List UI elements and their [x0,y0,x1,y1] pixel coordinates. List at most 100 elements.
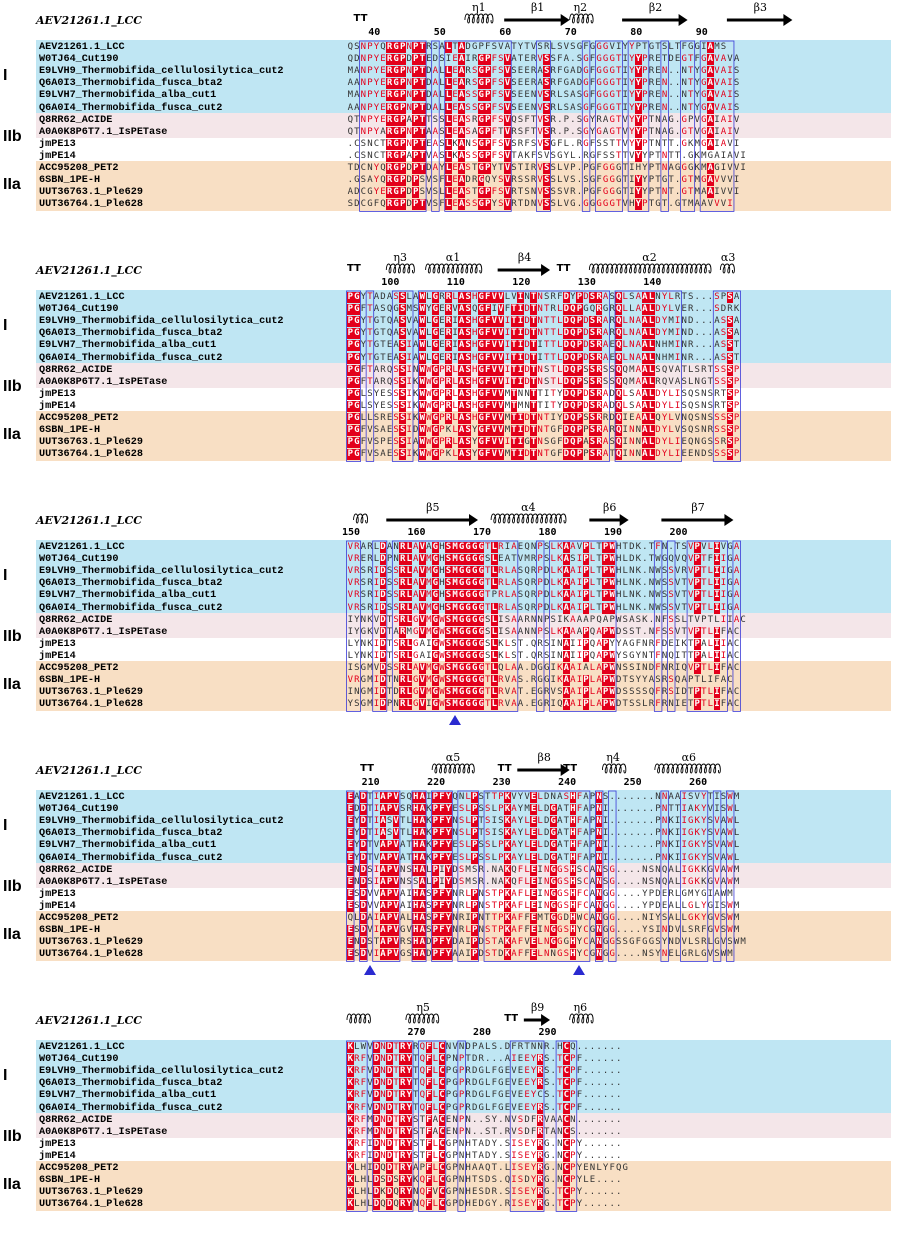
sequence-name: A0A0K8P6T7.1_IsPETase [39,1126,168,1138]
reference-label: AEV21261.1_LCC [36,514,142,527]
sequence-row: AANPYERGPNPTDALLEARSGPFSVSEERASRFGADGFGG… [347,78,740,90]
secondary-structure-label: η3 [393,251,407,264]
sequence-name: Q6A0I3_Thermobifida_fusca_bta2 [39,78,223,90]
sequence-name: Q8RR62_ACIDE [39,1114,113,1126]
sequence-row: PGLLSRESSIKWWGPRLASHGFVVMTIDTNTIYDQPSSRR… [347,413,740,424]
sequence-name: ACC95208_PET2 [39,163,119,174]
sequence-row: PGLSYESSSIKWWGPRLASHGFVVMTNNTTITYDQPDSRA… [347,388,740,400]
secondary-structure-label: β2 [648,1,663,14]
sequence-name: jmPE14 [39,650,76,662]
residue-number: 110 [446,277,465,288]
sequence-row: VRERLDPNRLAVMGHSMGGGGSLEATVMRPSLKASIPLTP… [347,554,740,566]
sequence-row: LYNKIDTSRLGAIGWSMGGGGSLKLST.QRSINAIIPQAP… [347,638,740,650]
sequence-row: PGYTADASSLAWLGRRLASHGFVVLVINTNSRFDYPDSRA… [347,292,740,303]
secondary-structure-label: α2 [642,251,657,264]
residue-number: 260 [689,777,708,788]
sequence-name: A0A0K8P6T7.1_IsPETase [39,876,168,888]
residue-number: 290 [538,1027,557,1038]
sequence-name: AEV21261.1_LCC [39,292,125,303]
group-label: IIb [3,1127,22,1145]
secondary-structure-track [431,763,721,776]
sequence-name: W0TJ64_Cut190 [39,804,119,816]
sequence-name: E9LVH9_Thermobifida_cellulosilytica_cut2 [39,66,284,78]
secondary-structure-label: η5 [416,1001,430,1014]
sequence-name: 6SBN_1PE-H [39,175,101,187]
sequence-row: EYDTIASVTLHAKPFYNSLPTSISKAYLELDGATHFAPNI… [347,816,740,828]
residue-number: 180 [538,527,557,538]
secondary-structure-label: β9 [530,1001,545,1014]
helix-coil [353,513,369,524]
helix-coil [425,263,483,274]
sequence-row: MANPYERGPNPTDALLEARSGPFSVSEERASRFGADGFGG… [347,66,740,78]
sequence-row: ADCGYERGPDPSVSLLEASTGPFSVRTSNVSSSVR.PGFG… [347,187,740,199]
sequence-row: .CSNCTRGPNPTEASLKANSGPFSVSRFSVSGFL.RGFSS… [347,138,740,150]
residue-number: 200 [669,527,688,538]
sequence-row: IYGKVDTARMGVMGWSMGGGGSLISAANNPSLKAAAPQAP… [347,626,740,638]
sequence-row: KRFVDNDTRYTQFLCPGPRDGLFGEVEEYCS.TCPF....… [347,1090,622,1102]
helix-coil [569,1013,594,1024]
residue-number: 90 [695,27,708,38]
secondary-structure-track [353,513,734,526]
sequence-row: ESDVVAPVAIHASPFYNRLPNSTPKAFLEINGGSHFCANG… [347,888,733,900]
group-label: I [3,817,8,835]
sequence-row: ESDVVAPVAIHASPFYNRLPNSTPKAFLEINGGSHFCANG… [347,900,740,912]
residue-number: 280 [473,1027,492,1038]
secondary-structure-label: α1 [445,251,461,264]
group-label: IIb [3,877,22,895]
sequence-name: UUT36763.1_Ple629 [39,937,143,949]
sequence-row: EYDTVAPVATHAKPFYESLPSSLPKAYLELDGATHFAPNI… [347,852,740,864]
sequence-name: Q8RR62_ACIDE [39,614,113,626]
sequence-name: jmPE13 [39,888,76,900]
secondary-structure-label: β7 [691,501,705,514]
sequence-row: QTNPYARGPNPTAASLEASAGPFTVRSFTVSR.P.SGYGA… [347,126,740,138]
sequence-name: AEV21261.1_LCC [39,42,125,53]
helix-coil [385,263,415,274]
sequence-name: Q6A0I4_Thermobifida_fusca_cut2 [39,102,223,114]
sequence-row: KRFVDNDTRYTQFLCPGPRDGLFGEVEEYRS.TCPF....… [347,1102,622,1114]
residue-number: 150 [342,527,361,538]
sequence-name: E9LVH7_Thermobifida_alba_cut1 [39,590,217,602]
secondary-structure-label: η6 [573,1001,588,1014]
secondary-structure-label: α5 [445,751,461,764]
sequence-name: Q6A0I3_Thermobifida_fusca_bta2 [39,578,223,590]
group-label: IIa [3,676,21,694]
sequence-name: 6SBN_1PE-H [39,925,101,937]
sequence-row: VRSRIDSSRLAVMGHSMGGGGTLRLASQRPDLKAAIPLTP… [347,566,740,578]
sequence-row: KRFMDNDTRYSTFACENPN..SY.NVSDFRVAACN.....… [347,1114,622,1126]
sequence-row: PGYTGTEASIAWLGERIASHGFVVITIDTITTLDQPDSRA… [347,352,740,364]
catalytic-triad-marker [448,715,461,726]
sequence-row: VRSRIDSSRLAVMGHSMGGGGTPRLASQRPDLKAAIPLTP… [347,590,740,602]
sequence-row: KRFIDNDTRYSTFLCGPNHTADY.SISEYRG.NCPY....… [347,1150,622,1162]
sequence-name: UUT36764.1_Ple628 [39,949,143,961]
sequence-row: VRSRIDSSRLAVMGHSMGGGGTLRLASQRPDLKAAIPLTP… [347,602,740,614]
sequence-row: QSNPYQRGPNPTRSALTADGPFSVATYTVSRLSVSGFGGG… [347,42,727,53]
sequence-name: ACC95208_PET2 [39,413,119,424]
sequence-row: AANPYERGPNPTDALLEASSGPFSVSEENVSRLSASGFGG… [347,102,740,114]
alignment-block-4: AEV21261.1_LCC I IIb IIa AEV21261.1_LCC EADTI… [0,750,899,990]
sequence-name: Q6A0I4_Thermobifida_fusca_cut2 [39,1102,223,1114]
secondary-structure-label: η1 [472,1,486,14]
beta-strand-arrow [661,514,734,526]
beta-strand-arrow [726,14,793,26]
group-label: I [3,67,8,85]
secondary-structure-track [464,13,793,26]
alignment-block-5: AEV21261.1_LCC I IIb IIa AEV21261.1_LCC KLWVD… [0,1000,899,1240]
sequence-row: KLHLDKDQRYNQFVCGPNHESDR.SISEYRG.TCPY....… [347,1187,622,1199]
sequence-row: PGFTASQGSMSWYGERVASQGFIVFTIDTNTRLDQPGQRG… [347,304,740,316]
beta-strand-arrow [386,514,478,526]
sequence-row: MANPYERGPNPTDALLEASSGPFSVSEENVSRLSASGFGG… [347,90,740,102]
sequence-name: jmPE14 [39,1150,76,1162]
beta-strand-arrow [517,764,570,776]
sequence-row: QDNPYERGPDPTEDSIEAIRGPFSVATERVSSFA.SGFGG… [347,54,740,66]
sequence-row: VRGMIDTNRLGVMGWSMGGGGTLRVAS.RGGIKAAIPLAP… [347,675,733,687]
sequence-row: INGMIDTDRLGVMGWSMGGGGTLRVAT.EGRVSAAIPLAP… [347,687,740,699]
sequence-name: A0A0K8P6T7.1_IsPETase [39,376,168,388]
sequence-row: ENDSIAPVNSSALPIYDSMSR.NAKQFLEINGGSHSCANS… [347,876,740,888]
secondary-structure-label: η2 [573,1,588,14]
sequence-row: KRFIDNDTRYSTFLCGPNHTADY.SISEYRG.NCPY....… [347,1138,622,1150]
sequence-row: KLHLDQDQRYNQFLCGPDHEDGY.RISEYRG.TCPY....… [347,1199,622,1211]
sequence-row: PGFTARQSSINWWGPRLASHGFVVITIDTNSTLDQPSSRS… [347,364,740,376]
sequence-row: QLDAIAPVALHASPFYNRIPNTTPKAFFEMTGGDHWCANG… [347,913,740,924]
sequence-row: PGLSYESSSIKWWGPRLASHGFVVMTMNTTITYDQPDSRA… [347,400,740,412]
beta-strand-arrow [497,264,551,276]
